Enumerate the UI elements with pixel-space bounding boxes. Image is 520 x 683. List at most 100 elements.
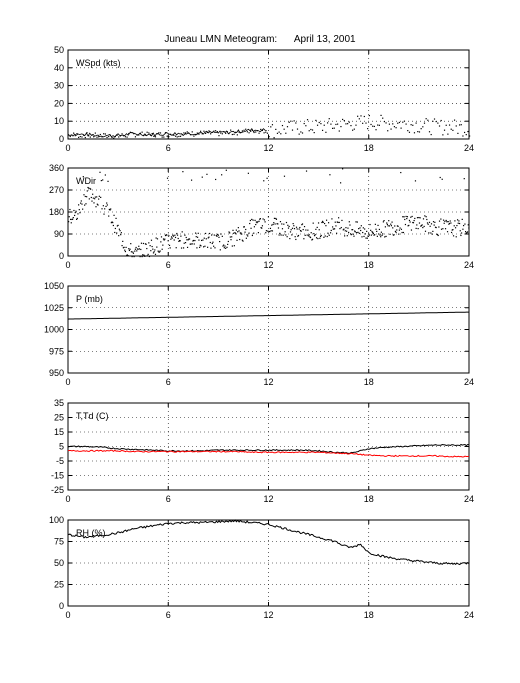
data-point — [300, 230, 302, 232]
data-point — [418, 131, 421, 133]
data-point — [141, 256, 143, 258]
data-point — [314, 234, 316, 236]
data-point — [146, 255, 149, 257]
data-point — [441, 178, 443, 180]
data-point — [221, 235, 223, 237]
data-point — [296, 228, 298, 230]
y-tick-label: 30 — [54, 81, 64, 91]
data-point — [251, 234, 253, 237]
x-tick-label: 24 — [464, 260, 474, 270]
y-tick-label: 25 — [54, 413, 64, 423]
data-point — [313, 235, 316, 237]
data-point — [123, 246, 125, 248]
data-point — [139, 132, 142, 134]
data-point — [151, 132, 153, 135]
data-point — [184, 234, 186, 236]
y-tick-label: 1000 — [44, 325, 64, 335]
data-point — [71, 218, 73, 221]
panel-label-rh: RH (%) — [76, 528, 106, 538]
data-point — [108, 135, 110, 138]
x-tick-label: 24 — [464, 143, 474, 153]
data-point — [198, 239, 200, 241]
data-point — [415, 122, 417, 124]
data-point — [313, 233, 315, 235]
y-tick-label: 1050 — [44, 281, 64, 291]
data-point — [422, 218, 425, 220]
data-point — [320, 123, 322, 125]
data-point — [283, 175, 286, 177]
data-point — [347, 123, 349, 125]
x-tick-label: 0 — [65, 494, 70, 504]
data-point — [230, 129, 232, 131]
data-point — [231, 245, 233, 247]
data-point — [245, 237, 247, 239]
data-point — [98, 136, 100, 138]
data-point — [178, 239, 181, 242]
data-point — [93, 136, 95, 138]
data-point — [159, 250, 161, 252]
data-point — [261, 227, 263, 229]
data-point — [443, 222, 445, 224]
data-point — [397, 225, 399, 227]
data-point — [467, 130, 469, 133]
data-point — [94, 198, 96, 200]
data-point — [76, 217, 78, 220]
data-point — [373, 125, 375, 128]
x-tick-label: 12 — [263, 377, 273, 387]
data-point — [319, 237, 321, 239]
x-tick-label: 0 — [65, 377, 70, 387]
data-point — [236, 239, 238, 241]
data-point — [193, 243, 195, 245]
data-point — [74, 214, 76, 217]
data-point — [119, 230, 121, 232]
data-point — [68, 221, 70, 223]
data-point — [380, 236, 382, 238]
data-point — [382, 233, 384, 235]
data-point — [312, 222, 314, 224]
data-point — [374, 234, 376, 236]
data-point — [136, 250, 138, 252]
data-point — [328, 234, 330, 236]
data-point — [342, 118, 344, 121]
data-point — [156, 246, 158, 248]
data-point — [413, 132, 416, 134]
data-point — [103, 133, 105, 135]
data-point — [179, 240, 181, 242]
data-point — [212, 241, 214, 243]
data-point — [209, 241, 211, 244]
data-point — [385, 122, 387, 124]
data-point — [456, 224, 458, 227]
data-point — [311, 238, 314, 240]
data-point — [367, 128, 369, 130]
title-station: Juneau LMN Meteogram: — [164, 34, 278, 45]
data-point — [246, 131, 248, 133]
data-point — [299, 226, 301, 229]
data-point — [370, 234, 372, 236]
data-point — [178, 240, 180, 243]
x-tick-label: 18 — [364, 143, 374, 153]
data-point — [259, 218, 261, 220]
data-point — [261, 225, 264, 227]
data-point — [359, 227, 361, 229]
y-tick-label: 40 — [54, 63, 64, 73]
data-point — [457, 132, 459, 134]
data-point — [211, 234, 213, 236]
data-point — [390, 128, 392, 130]
data-point — [309, 236, 311, 238]
data-point — [194, 232, 197, 234]
data-point — [372, 125, 374, 127]
data-point — [436, 233, 438, 235]
data-point — [120, 234, 122, 236]
x-tick-label: 18 — [364, 610, 374, 620]
data-point — [176, 136, 178, 138]
data-point — [198, 246, 201, 248]
data-point — [176, 232, 178, 235]
data-point — [278, 234, 280, 236]
data-point — [461, 218, 463, 220]
data-point — [311, 239, 313, 241]
data-point — [184, 132, 187, 134]
data-point — [247, 235, 249, 237]
data-point — [279, 232, 281, 234]
data-point — [134, 136, 137, 138]
data-point — [101, 208, 103, 210]
